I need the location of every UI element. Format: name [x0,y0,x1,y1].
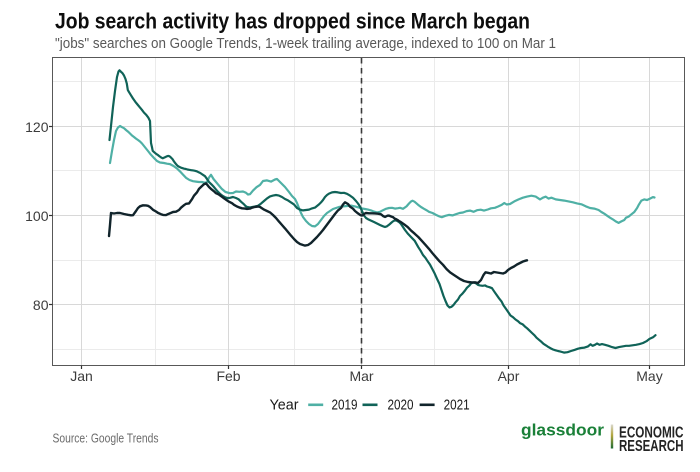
svg-text:2021: 2021 [444,398,470,414]
svg-text:120: 120 [25,119,49,135]
svg-text:2019: 2019 [332,398,358,414]
svg-text:Source: Google Trends: Source: Google Trends [53,431,159,446]
svg-text:80: 80 [33,297,49,313]
svg-text:May: May [636,368,662,384]
svg-text:Feb: Feb [216,368,240,384]
svg-text:Job search activity has droppe: Job search activity has dropped since Ma… [55,9,530,34]
svg-text:Year: Year [270,397,299,414]
svg-text:glassdoor: glassdoor [521,421,604,440]
svg-text:100: 100 [25,208,49,224]
svg-text:Mar: Mar [349,368,373,384]
svg-text:RESEARCH: RESEARCH [619,438,684,455]
svg-text:ECONOMIC: ECONOMIC [619,424,684,441]
svg-text:2020: 2020 [388,398,414,414]
svg-text:Apr: Apr [498,368,520,384]
svg-text:"jobs" searches on Google Tren: "jobs" searches on Google Trends, 1-week… [55,35,556,52]
svg-text:Jan: Jan [70,368,93,384]
